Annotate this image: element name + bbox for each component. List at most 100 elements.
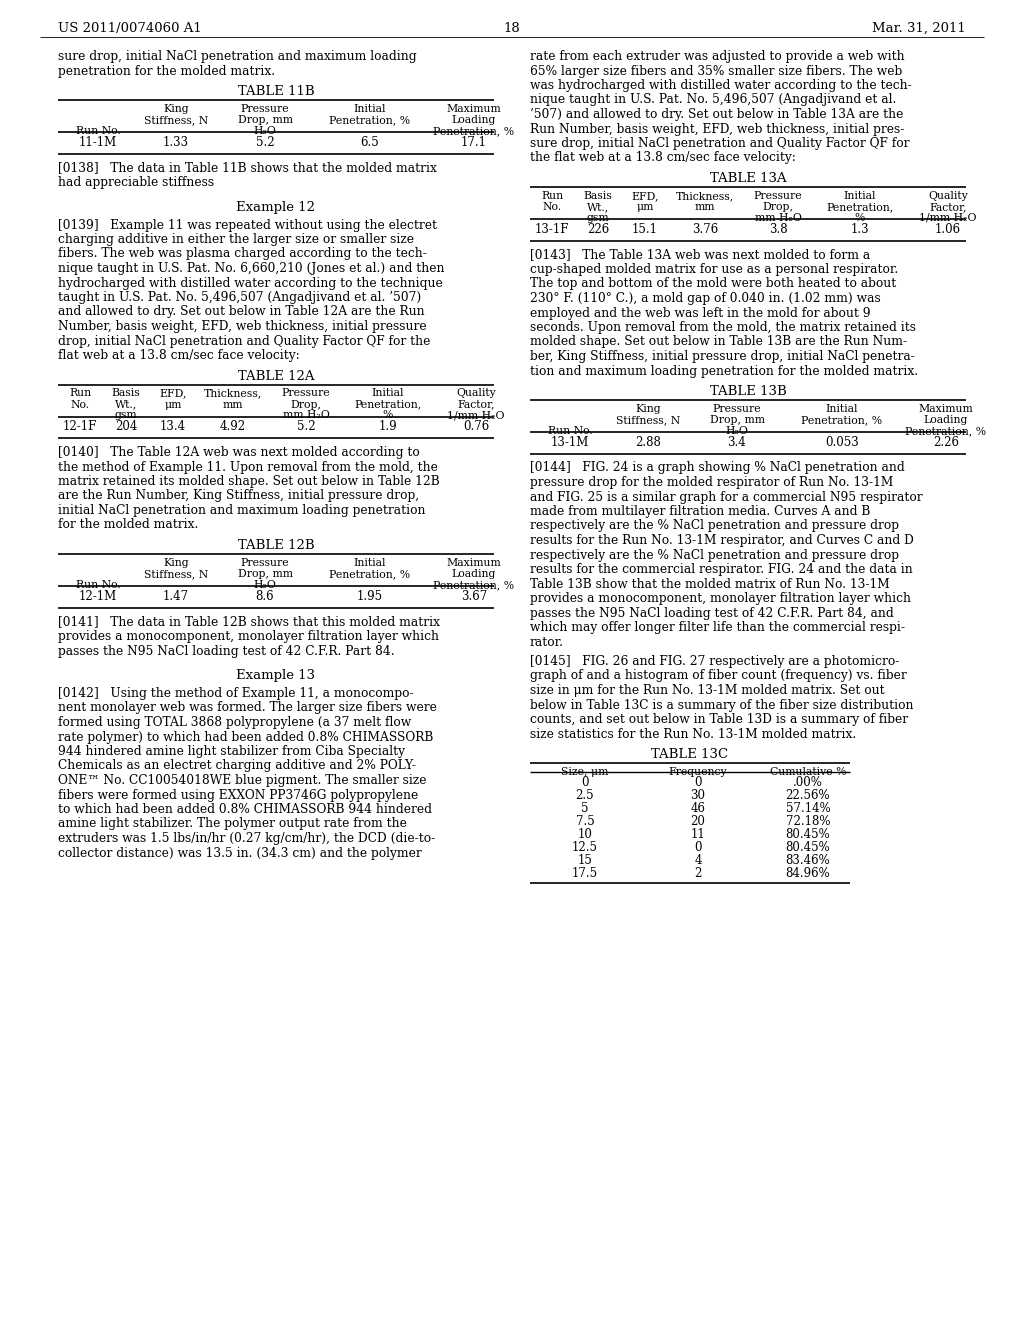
Text: had appreciable stiffness: had appreciable stiffness — [58, 176, 214, 189]
Text: nique taught in U.S. Pat. No. 5,496,507 (Angadjivand et al.: nique taught in U.S. Pat. No. 5,496,507 … — [530, 94, 896, 107]
Text: employed and the web was left in the mold for about 9: employed and the web was left in the mol… — [530, 306, 870, 319]
Text: 1/mm H₂O: 1/mm H₂O — [447, 411, 505, 421]
Text: Size, μm: Size, μm — [561, 767, 608, 777]
Text: Pressure: Pressure — [713, 404, 761, 414]
Text: sure drop, initial NaCl penetration and maximum loading: sure drop, initial NaCl penetration and … — [58, 50, 417, 63]
Text: H₂O: H₂O — [254, 579, 276, 590]
Text: [0138]   The data in Table 11B shows that the molded matrix: [0138] The data in Table 11B shows that … — [58, 161, 437, 174]
Text: Example 13: Example 13 — [237, 669, 315, 682]
Text: No.: No. — [71, 400, 89, 409]
Text: [0140]   The Table 12A web was next molded according to: [0140] The Table 12A web was next molded… — [58, 446, 420, 459]
Text: was hydrocharged with distilled water according to the tech-: was hydrocharged with distilled water ac… — [530, 79, 911, 92]
Text: Penetration, %: Penetration, % — [802, 414, 883, 425]
Text: provides a monocomponent, monolayer filtration layer which: provides a monocomponent, monolayer filt… — [58, 630, 439, 643]
Text: size statistics for the Run No. 13-1M molded matrix.: size statistics for the Run No. 13-1M mo… — [530, 727, 856, 741]
Text: Run: Run — [69, 388, 91, 399]
Text: [0142]   Using the method of Example 11, a monocompo-: [0142] Using the method of Example 11, a… — [58, 686, 414, 700]
Text: results for the commercial respirator. FIG. 24 and the data in: results for the commercial respirator. F… — [530, 564, 912, 576]
Text: fibers were formed using EXXON PP3746G polypropylene: fibers were formed using EXXON PP3746G p… — [58, 788, 418, 801]
Text: to which had been added 0.8% CHIMASSORB 944 hindered: to which had been added 0.8% CHIMASSORB … — [58, 803, 432, 816]
Text: mm H₂O: mm H₂O — [755, 213, 802, 223]
Text: Example 12: Example 12 — [237, 201, 315, 214]
Text: 18: 18 — [504, 22, 520, 36]
Text: rate from each extruder was adjusted to provide a web with: rate from each extruder was adjusted to … — [530, 50, 904, 63]
Text: Penetration, %: Penetration, % — [433, 125, 515, 136]
Text: Table 13B show that the molded matrix of Run No. 13-1M: Table 13B show that the molded matrix of… — [530, 578, 890, 590]
Text: below in Table 13C is a summary of the fiber size distribution: below in Table 13C is a summary of the f… — [530, 698, 913, 711]
Text: Run Number, basis weight, EFD, web thickness, initial pres-: Run Number, basis weight, EFD, web thick… — [530, 123, 904, 136]
Text: 2.88: 2.88 — [635, 436, 660, 449]
Text: rate polymer) to which had been added 0.8% CHIMASSORB: rate polymer) to which had been added 0.… — [58, 730, 433, 743]
Text: Pressure: Pressure — [241, 558, 290, 568]
Text: Run No.: Run No. — [548, 426, 592, 436]
Text: 0.053: 0.053 — [825, 436, 859, 449]
Text: %: % — [855, 213, 865, 223]
Text: US 2011/0074060 A1: US 2011/0074060 A1 — [58, 22, 202, 36]
Text: Initial: Initial — [844, 191, 877, 201]
Text: 4: 4 — [694, 854, 701, 867]
Text: 12-1M: 12-1M — [79, 590, 117, 603]
Text: Pressure: Pressure — [241, 104, 290, 114]
Text: 1.33: 1.33 — [163, 136, 189, 149]
Text: Initial: Initial — [353, 558, 386, 568]
Text: EFD,: EFD, — [160, 388, 186, 399]
Text: fibers. The web was plasma charged according to the tech-: fibers. The web was plasma charged accor… — [58, 248, 427, 260]
Text: 2: 2 — [694, 867, 701, 880]
Text: graph of and a histogram of fiber count (frequency) vs. fiber: graph of and a histogram of fiber count … — [530, 669, 906, 682]
Text: and allowed to dry. Set out below in Table 12A are the Run: and allowed to dry. Set out below in Tab… — [58, 305, 425, 318]
Text: Loading: Loading — [924, 414, 968, 425]
Text: 0: 0 — [694, 776, 701, 789]
Text: penetration for the molded matrix.: penetration for the molded matrix. — [58, 65, 275, 78]
Text: amine light stabilizer. The polymer output rate from the: amine light stabilizer. The polymer outp… — [58, 817, 407, 830]
Text: 0.76: 0.76 — [463, 421, 489, 433]
Text: 13-1M: 13-1M — [551, 436, 589, 449]
Text: TABLE 11B: TABLE 11B — [238, 84, 314, 98]
Text: TABLE 13C: TABLE 13C — [651, 748, 728, 762]
Text: The top and bottom of the mold were both heated to about: The top and bottom of the mold were both… — [530, 277, 896, 290]
Text: Frequency: Frequency — [669, 767, 727, 777]
Text: flat web at a 13.8 cm/sec face velocity:: flat web at a 13.8 cm/sec face velocity: — [58, 348, 300, 362]
Text: .00%: .00% — [793, 776, 823, 789]
Text: the flat web at a 13.8 cm/sec face velocity:: the flat web at a 13.8 cm/sec face veloc… — [530, 152, 796, 165]
Text: Penetration,: Penetration, — [354, 400, 422, 409]
Text: 5.2: 5.2 — [256, 136, 274, 149]
Text: mm: mm — [223, 400, 244, 409]
Text: pressure drop for the molded respirator of Run No. 13-1M: pressure drop for the molded respirator … — [530, 477, 893, 488]
Text: King: King — [163, 104, 188, 114]
Text: 57.14%: 57.14% — [785, 803, 830, 814]
Text: [0141]   The data in Table 12B shows that this molded matrix: [0141] The data in Table 12B shows that … — [58, 615, 440, 628]
Text: 1.9: 1.9 — [379, 421, 397, 433]
Text: mm H₂O: mm H₂O — [283, 411, 330, 421]
Text: nent monolayer web was formed. The larger size fibers were: nent monolayer web was formed. The large… — [58, 701, 437, 714]
Text: Initial: Initial — [825, 404, 858, 414]
Text: ber, King Stiffness, initial pressure drop, initial NaCl penetra-: ber, King Stiffness, initial pressure dr… — [530, 350, 914, 363]
Text: 1.95: 1.95 — [357, 590, 383, 603]
Text: are the Run Number, King Stiffness, initial pressure drop,: are the Run Number, King Stiffness, init… — [58, 490, 419, 503]
Text: TABLE 13B: TABLE 13B — [710, 385, 786, 399]
Text: taught in U.S. Pat. No. 5,496,507 (Angadjivand et al. ’507): taught in U.S. Pat. No. 5,496,507 (Angad… — [58, 290, 421, 304]
Text: Run: Run — [541, 191, 563, 201]
Text: 2.26: 2.26 — [933, 436, 959, 449]
Text: initial NaCl penetration and maximum loading penetration: initial NaCl penetration and maximum loa… — [58, 504, 426, 517]
Text: %: % — [383, 411, 393, 421]
Text: passes the N95 NaCl loading test of 42 C.F.R. Part 84, and: passes the N95 NaCl loading test of 42 C… — [530, 606, 894, 619]
Text: μm: μm — [164, 400, 181, 409]
Text: which may offer longer filter life than the commercial respi-: which may offer longer filter life than … — [530, 620, 905, 634]
Text: mm: mm — [694, 202, 715, 213]
Text: Penetration,: Penetration, — [826, 202, 894, 213]
Text: passes the N95 NaCl loading test of 42 C.F.R. Part 84.: passes the N95 NaCl loading test of 42 C… — [58, 644, 394, 657]
Text: results for the Run No. 13-1M respirator, and Curves C and D: results for the Run No. 13-1M respirator… — [530, 535, 913, 546]
Text: 1.47: 1.47 — [163, 590, 189, 603]
Text: TABLE 12A: TABLE 12A — [238, 370, 314, 383]
Text: Drop,: Drop, — [291, 400, 322, 409]
Text: H₂O: H₂O — [726, 426, 749, 436]
Text: Basis: Basis — [112, 388, 140, 399]
Text: Factor,: Factor, — [458, 400, 495, 409]
Text: sure drop, initial NaCl penetration and Quality Factor QF for: sure drop, initial NaCl penetration and … — [530, 137, 909, 150]
Text: Basis: Basis — [584, 191, 612, 201]
Text: 17.1: 17.1 — [461, 136, 487, 149]
Text: charging additive in either the larger size or smaller size: charging additive in either the larger s… — [58, 234, 414, 246]
Text: cup-shaped molded matrix for use as a personal respirator.: cup-shaped molded matrix for use as a pe… — [530, 263, 898, 276]
Text: 12.5: 12.5 — [572, 841, 598, 854]
Text: Loading: Loading — [452, 115, 497, 125]
